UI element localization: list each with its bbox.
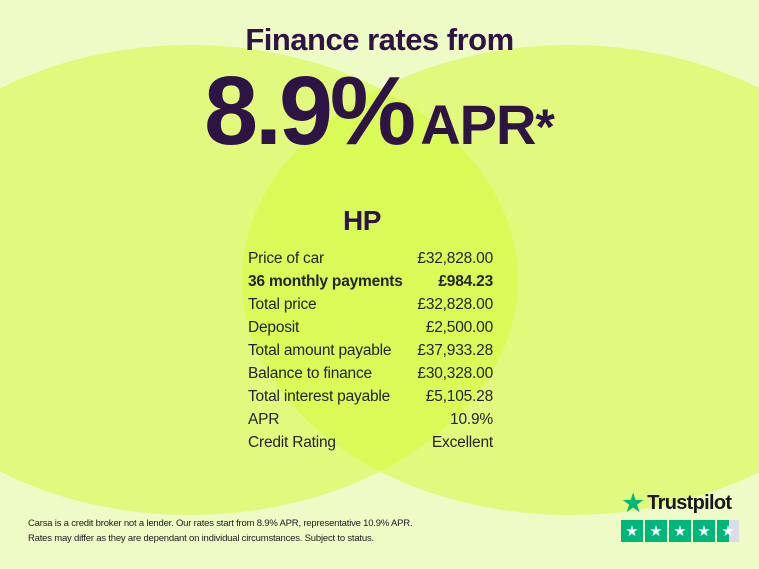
table-row: Deposit £2,500.00: [248, 316, 493, 339]
table-row: Price of car £32,828.00: [248, 247, 493, 270]
table-row: Total amount payable £37,933.28: [248, 339, 493, 362]
star-icon: ★: [649, 522, 663, 540]
rating-star-box: ★: [645, 520, 667, 542]
row-label: Total amount payable: [248, 341, 392, 359]
row-value: £2,500.00: [425, 318, 493, 336]
row-value: £5,105.28: [425, 387, 493, 405]
table-row: Balance to finance £30,328.00: [248, 362, 493, 385]
star-icon: ★: [721, 522, 735, 540]
rating-star-box: ★: [669, 520, 691, 542]
row-label: Deposit: [248, 318, 300, 336]
row-label: Price of car: [248, 249, 324, 267]
row-value: £30,328.00: [417, 364, 493, 382]
page-title: Finance rates from: [245, 22, 514, 57]
apr-label: APR: [420, 93, 536, 156]
product-title: HP: [343, 205, 381, 236]
table-row: 36 monthly payments £984.23: [248, 270, 493, 293]
row-label: Total interest payable: [248, 387, 391, 405]
row-value: £32,828.00: [417, 249, 493, 267]
rate-value: 8.9%: [204, 56, 416, 165]
rating-star-box: ★: [621, 520, 643, 542]
table-row: Total interest payable £5,105.28: [248, 385, 493, 408]
rating-star-box-half: ★: [717, 520, 739, 542]
table-row: APR 10.9%: [248, 408, 493, 431]
footnote-asterisk: *: [535, 99, 555, 155]
star-icon: ★: [697, 522, 711, 540]
row-label: APR: [248, 410, 280, 428]
row-value: 10.9%: [450, 410, 493, 428]
rating-star-box: ★: [693, 520, 715, 542]
disclaimer: Carsa is a credit broker not a lender. O…: [28, 516, 448, 546]
row-label: 36 monthly payments: [248, 272, 403, 290]
headline-rate: 8.9% APR *: [0, 62, 759, 159]
trustpilot-rating-stars: ★ ★ ★ ★ ★: [621, 520, 741, 542]
trustpilot-widget: ★ Trustpilot ★ ★ ★ ★ ★: [621, 488, 741, 542]
disclaimer-line-1: Carsa is a credit broker not a lender. O…: [28, 518, 413, 529]
table-row: Credit Rating Excellent: [248, 431, 493, 454]
trustpilot-logo: ★ Trustpilot: [621, 488, 741, 518]
finance-table: Price of car £32,828.00 36 monthly payme…: [248, 247, 493, 454]
row-label: Total price: [248, 295, 317, 313]
row-value: £32,828.00: [417, 295, 493, 313]
row-value: Excellent: [431, 433, 493, 451]
trustpilot-star-icon: ★: [621, 488, 646, 518]
row-label: Credit Rating: [248, 433, 336, 451]
row-label: Balance to finance: [248, 364, 372, 382]
trustpilot-brand-name: Trustpilot: [647, 491, 732, 514]
disclaimer-line-2: Rates may differ as they are dependant o…: [28, 533, 374, 544]
row-value: £37,933.28: [417, 341, 493, 359]
row-value: £984.23: [438, 272, 493, 290]
table-row: Total price £32,828.00: [248, 293, 493, 316]
background-circle-right: [242, 45, 759, 515]
star-icon: ★: [625, 522, 639, 540]
star-icon: ★: [673, 522, 687, 540]
